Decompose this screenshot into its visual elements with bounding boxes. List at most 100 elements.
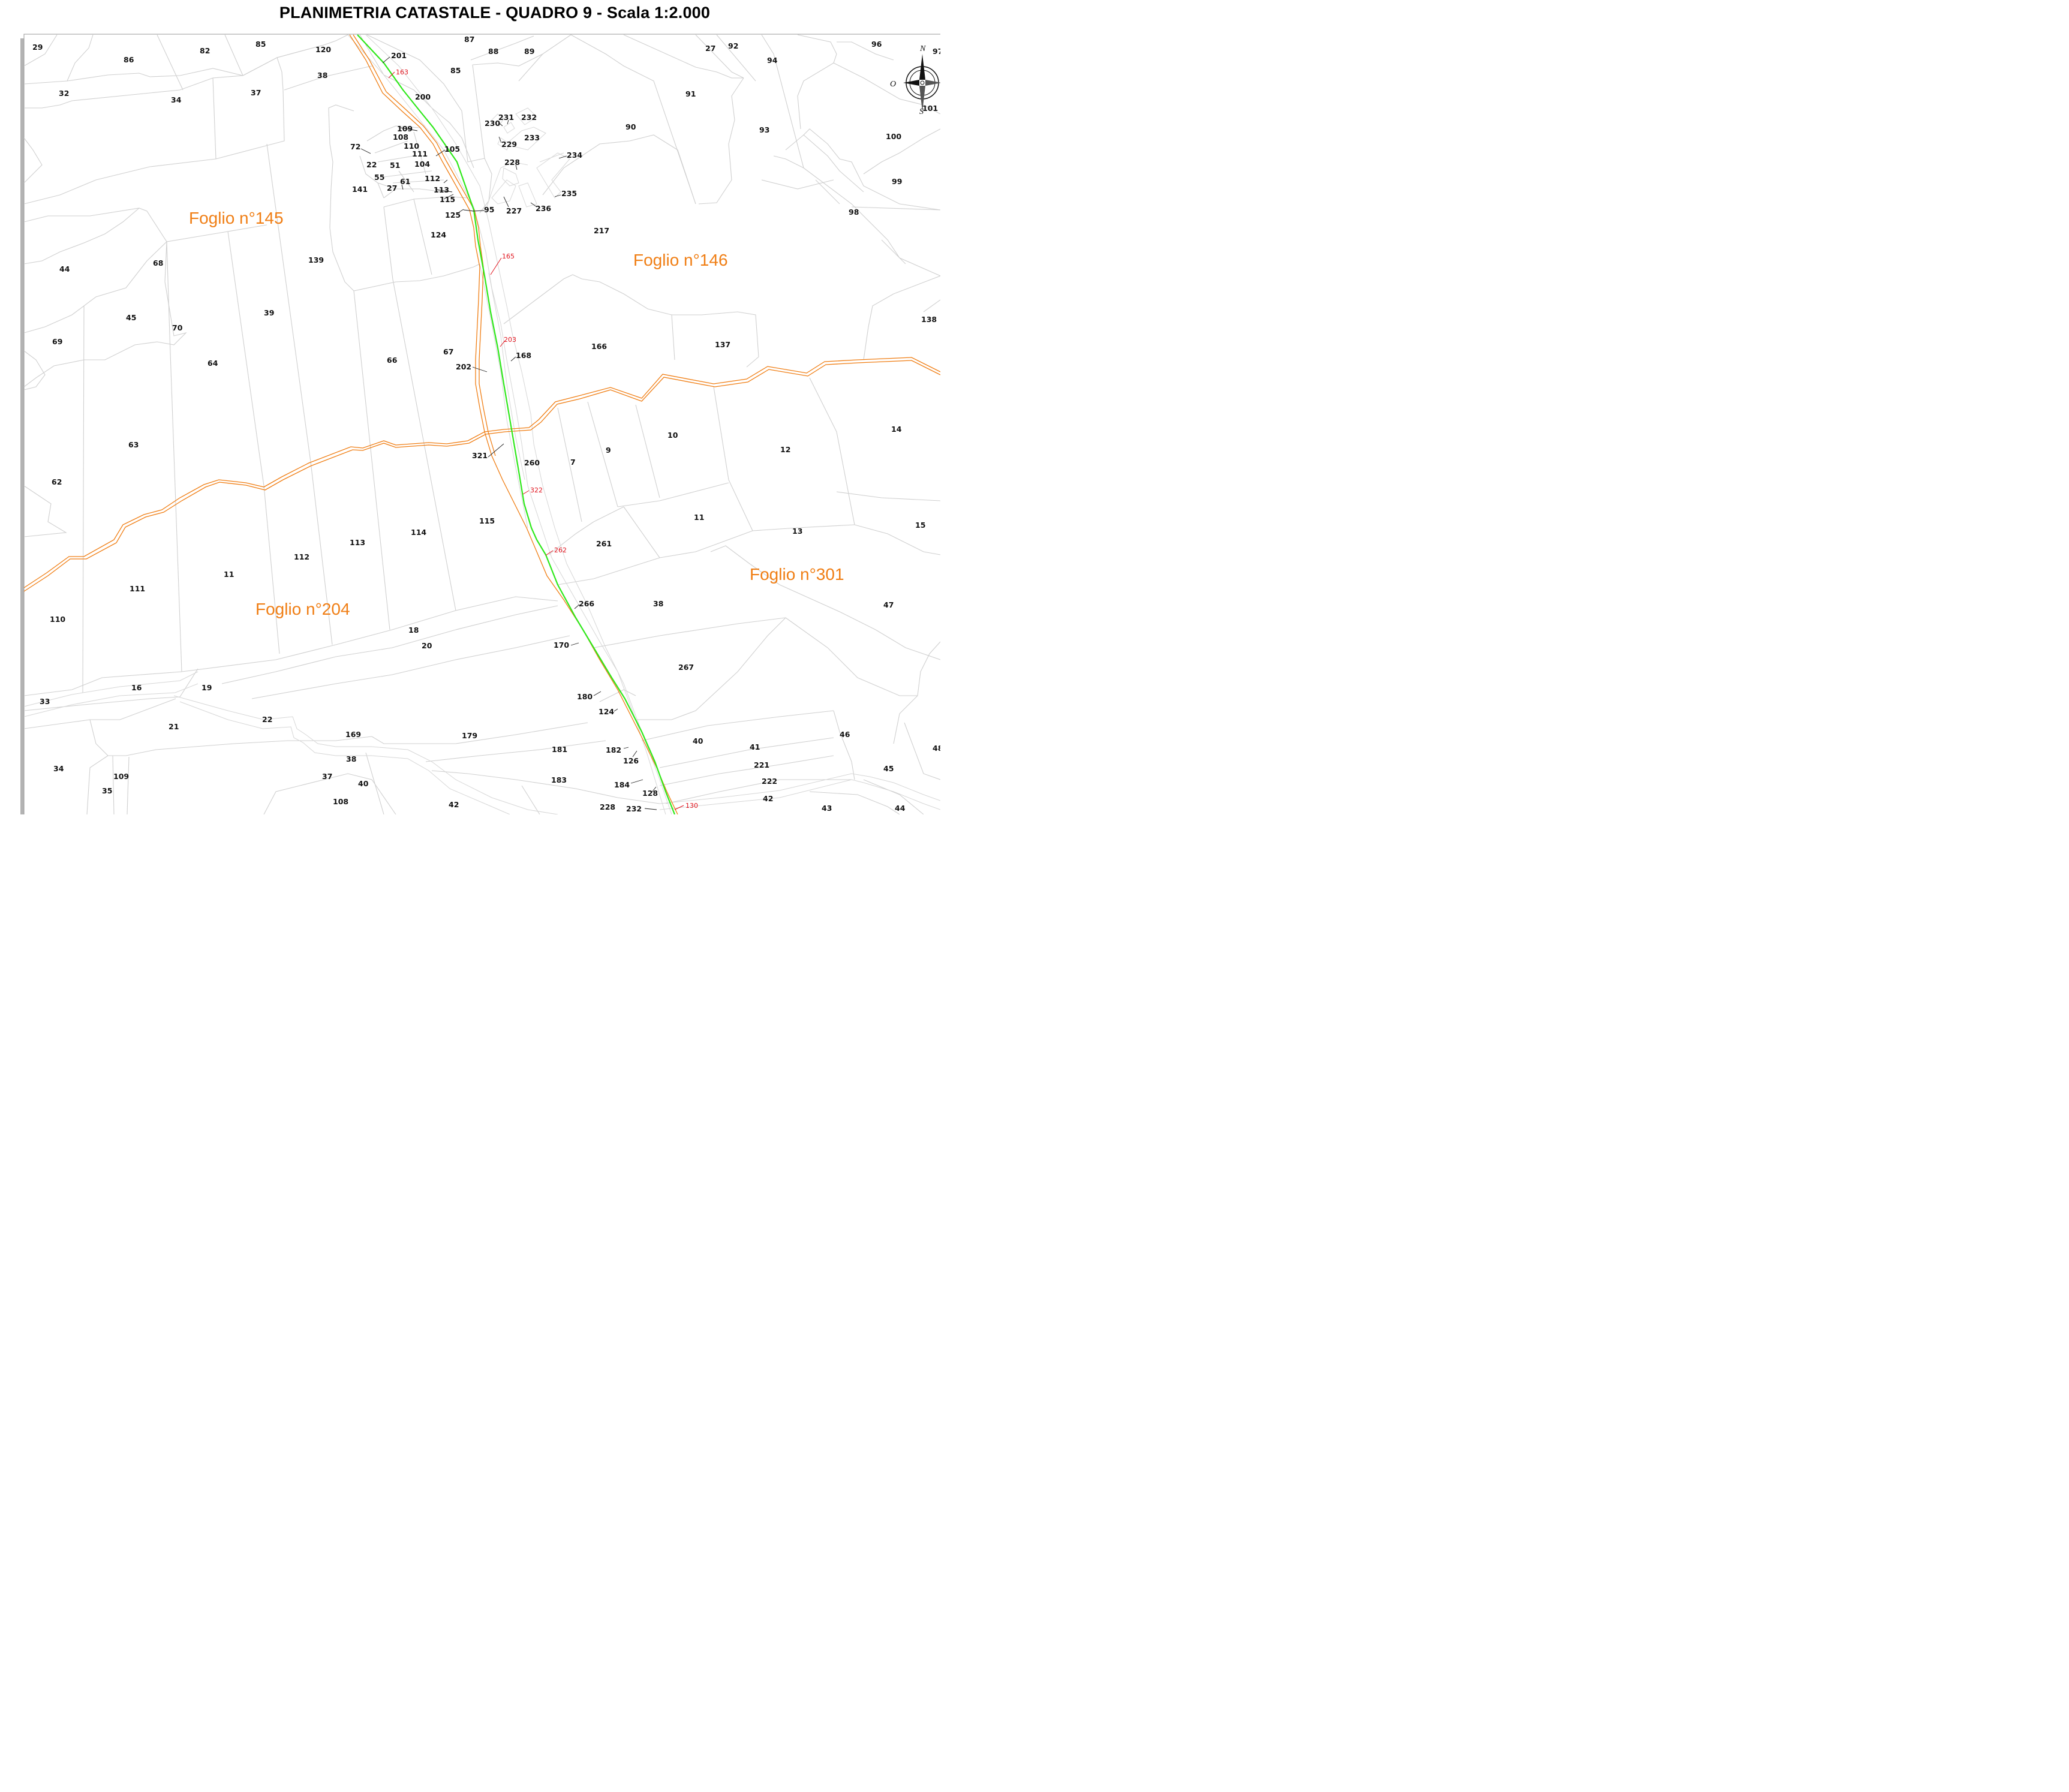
parcel-label: 266 (579, 599, 594, 608)
parcel-label: 169 (345, 730, 361, 739)
parcel-label: 34 (53, 764, 64, 773)
parcel-label: 184 (614, 780, 630, 789)
parcel-label: 40 (693, 736, 703, 745)
parcel-label: 34 (171, 95, 182, 104)
sheet-label-145: Foglio n°145 (189, 209, 284, 227)
parcel-label: 42 (763, 794, 773, 803)
parcel-label: 112 (294, 552, 309, 561)
parcel-label: 69 (52, 337, 62, 346)
compass-south-needle (919, 86, 925, 112)
parcel-label: 39 (264, 308, 274, 317)
parcel-label: 55 (374, 173, 384, 182)
parcel-label: 109 (397, 124, 413, 133)
parcel-label: 33 (40, 697, 50, 706)
parcel-label: 111 (412, 149, 428, 158)
parcel-label: 44 (59, 264, 70, 273)
highlighted-parcel-label: 130 (685, 802, 698, 810)
parcel-label: 64 (207, 359, 218, 368)
parcel-label: 233 (524, 133, 540, 142)
parcel-label: 82 (200, 46, 210, 55)
compass-north-needle (919, 54, 925, 80)
parcel-label: 232 (521, 113, 537, 122)
parcel-label: 62 (52, 477, 62, 486)
parcel-label: 260 (524, 458, 540, 467)
parcel-label: 97 (933, 47, 940, 56)
parcel-label: 109 (113, 772, 129, 781)
parcel-label: 70 (172, 323, 183, 332)
parcel-label: 11 (694, 513, 704, 522)
parcel-label: 261 (596, 539, 612, 548)
parcel-label: 228 (600, 802, 615, 811)
parcel-label: 11 (224, 570, 234, 579)
parcel-label: 201 (391, 51, 407, 60)
parcel-label: 38 (653, 599, 663, 608)
parcel-label: 40 (358, 779, 369, 788)
parcel-label: 232 (626, 804, 642, 813)
parcel-label: 68 (153, 258, 163, 267)
roads (23, 34, 940, 814)
parcel-label: 227 (506, 206, 522, 215)
parcel-label: 51 (390, 161, 400, 170)
parcel-label: 104 (414, 160, 430, 169)
parcel-label: 321 (472, 451, 488, 460)
leader-lines (360, 56, 684, 810)
map-frame-shadow (20, 38, 24, 814)
parcel-label: 20 (422, 641, 432, 650)
parcel-label: 48 (933, 744, 940, 753)
parcel-label: 181 (552, 745, 567, 754)
parcel-label: 138 (921, 315, 937, 324)
parcel-label: 85 (450, 66, 461, 75)
highlighted-parcel-labels: 163 165 203 322 262 130 (396, 68, 698, 810)
cadastral-map: N S O Foglio n°145 Foglio n°146 Foglio n… (20, 34, 940, 814)
parcel-label: 101 (922, 104, 938, 113)
parcel-label: 230 (485, 119, 500, 128)
highlighted-parcel-label: 203 (504, 336, 516, 344)
parcel-label: 141 (352, 185, 368, 194)
parcel-label: 235 (561, 189, 577, 198)
parcel-label: 47 (883, 600, 894, 609)
parcel-label: 45 (126, 313, 136, 322)
parcel-label: 44 (895, 804, 906, 813)
parcel-label: 137 (715, 340, 730, 349)
map-frame-border (23, 34, 940, 814)
parcel-label: 100 (886, 132, 901, 141)
parcel-label: 86 (124, 55, 134, 64)
sheet-labels: Foglio n°145 Foglio n°146 Foglio n°204 F… (189, 209, 844, 618)
parcel-label: 61 (400, 177, 410, 186)
parcel-label: 19 (202, 683, 212, 692)
parcel-label: 94 (767, 56, 778, 65)
parcel-label: 115 (440, 195, 455, 204)
highlighted-parcel-label: 322 (530, 486, 543, 494)
parcel-label: 9 (606, 446, 611, 455)
parcel-label: 231 (498, 113, 514, 122)
parcel-label: 108 (333, 797, 348, 806)
parcel-label: 41 (750, 742, 760, 751)
parcel-label: 16 (131, 683, 142, 692)
parcel-label: 72 (350, 142, 360, 151)
parcel-label: 66 (387, 356, 398, 365)
parcel-label: 168 (516, 351, 531, 360)
parcel-label: 124 (599, 707, 614, 716)
parcel-label: 98 (849, 208, 859, 217)
parcel-label: 217 (594, 226, 609, 235)
parcel-label: 170 (554, 641, 569, 650)
parcel-label: 112 (425, 174, 440, 183)
parcel-label: 45 (883, 764, 894, 773)
parcel-label: 124 (431, 230, 446, 239)
compass-s-label: S (919, 107, 924, 116)
parcel-label: 42 (449, 800, 459, 809)
parcel-label: 27 (387, 184, 397, 193)
sheet-label-301: Foglio n°301 (750, 565, 844, 584)
parcel-label: 92 (728, 41, 738, 50)
parcel-label: 12 (780, 445, 790, 454)
parcel-label: 234 (567, 151, 582, 160)
parcel-label: 126 (623, 756, 639, 765)
parcel-label: 267 (678, 663, 694, 672)
parcel-label: 200 (415, 92, 431, 101)
parcel-label: 85 (255, 40, 266, 49)
compass-n-label: N (919, 44, 926, 53)
parcel-label: 139 (308, 255, 324, 264)
highlighted-parcel-label: 163 (396, 68, 408, 76)
parcel-label: 37 (322, 772, 332, 781)
parcel-label: 32 (59, 89, 69, 98)
